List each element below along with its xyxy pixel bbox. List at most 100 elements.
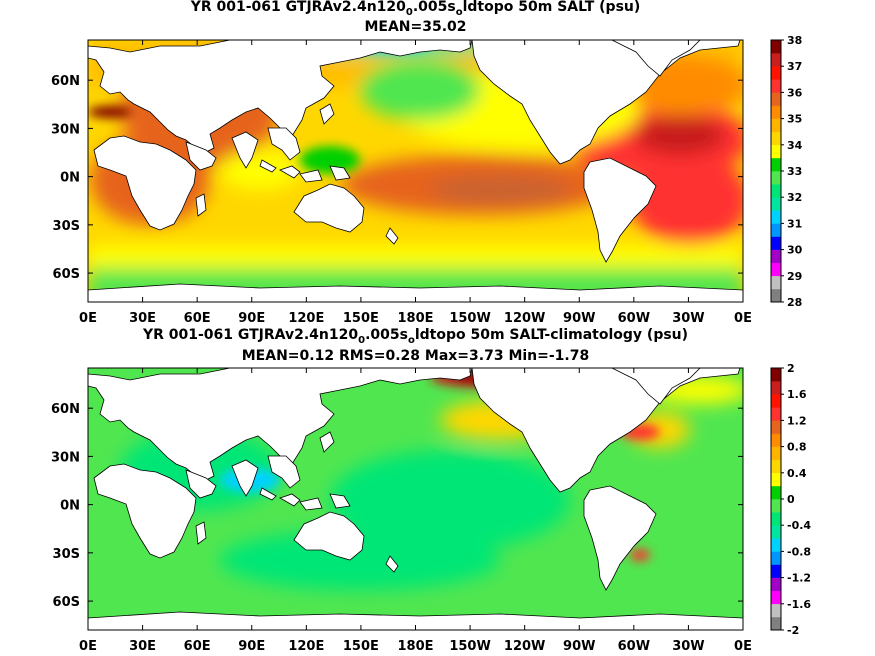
colorbar2-swatch <box>771 420 781 434</box>
panel2-y-tick-label: 30N <box>51 450 80 465</box>
colorbar2-swatch <box>771 512 781 526</box>
colorbar2-tick-label: 1.2 <box>787 414 807 427</box>
panel2-x-tick-label: 90W <box>563 639 595 654</box>
colorbar1-swatch <box>771 105 781 119</box>
colorbar2-tick-label: -1.6 <box>787 598 811 611</box>
colorbar2-swatch <box>771 525 781 539</box>
colorbar2-tick-label: 0.8 <box>787 441 807 454</box>
colorbar1-swatch <box>771 157 781 172</box>
colorbar1-swatch <box>771 118 781 132</box>
colorbar2-tick-label: 0 <box>787 493 795 506</box>
colorbar2-swatch <box>771 616 781 631</box>
panel1-x-tick-label: 180E <box>397 311 433 326</box>
panel2-y-tick-label: 30S <box>53 547 80 562</box>
colorbar2-swatch <box>771 603 781 618</box>
panel2-map <box>88 368 743 630</box>
panel2-y-tick-label: 60N <box>51 402 80 417</box>
colorbar2-swatch <box>771 459 781 474</box>
colorbar2-swatch <box>771 551 781 565</box>
colorbar2-swatch <box>771 433 781 447</box>
colorbar2-tick-label: -2 <box>787 624 799 637</box>
colorbar1-swatch <box>771 66 781 80</box>
colorbar2-swatch <box>771 446 781 460</box>
colorbar1-swatch <box>771 144 781 159</box>
colorbar1-swatch <box>771 210 781 224</box>
panel2-x-tick-label: 90E <box>238 639 265 654</box>
panel1-y-tick-label: 60S <box>53 267 80 282</box>
colorbar1-tick-label: 37 <box>787 60 802 73</box>
colorbar2-tick-label: -0.4 <box>787 519 811 532</box>
colorbar2-swatch <box>771 538 781 552</box>
colorbar2-tick-label: 0.4 <box>787 467 807 480</box>
colorbar2-swatch <box>771 499 781 513</box>
panel1-x-tick-label: 150W <box>449 311 490 326</box>
panel2-stats: MEAN=0.12 RMS=0.28 Max=3.73 Min=-1.78 <box>241 348 590 364</box>
colorbar2-tick-label: -0.8 <box>787 545 811 558</box>
colorbar1-tick-label: 34 <box>787 139 803 152</box>
colorbar1-tick-label: 29 <box>787 270 802 283</box>
panel1-x-tick-label: 90E <box>238 311 265 326</box>
panel1-x-tick-label: 150E <box>343 311 379 326</box>
colorbar1-tick-label: 31 <box>787 217 802 230</box>
panel2-x-tick-label: 0E <box>734 639 752 654</box>
colorbar1-tick-label: 30 <box>787 244 803 257</box>
colorbar2-swatch <box>771 564 781 578</box>
panel2-title: YR 001-061 GTJRAv2.4n1200.005soldtopo 50… <box>142 327 689 346</box>
panel2-x-tick-label: 0E <box>79 639 97 654</box>
panel1-y-tick-label: 60N <box>51 74 80 89</box>
colorbar1-swatch <box>771 262 781 277</box>
panel2-x-tick-label: 150W <box>449 639 490 654</box>
panel1-x-tick-label: 60E <box>184 311 211 326</box>
colorbar1-swatch <box>771 275 781 290</box>
colorbar2-swatch <box>771 590 781 605</box>
colorbar2-swatch <box>771 577 781 591</box>
panel2-x-tick-label: 180E <box>397 639 433 654</box>
colorbar2-tick-label: 2 <box>787 362 795 375</box>
panel2-x-tick-label: 30E <box>129 639 156 654</box>
panel2-x-tick-label: 120E <box>288 639 324 654</box>
panel1-y-tick-label: 30N <box>51 122 80 137</box>
panel1-stats: MEAN=35.02 <box>364 19 467 35</box>
colorbar2-swatch <box>771 381 781 395</box>
panel1-x-tick-label: 30W <box>672 311 704 326</box>
colorbar1-swatch <box>771 288 781 303</box>
colorbar1-swatch <box>771 223 781 237</box>
colorbar2-swatch <box>771 368 781 382</box>
panel1-title: YR 001-061 GTJRAv2.4n1200.005soldtopo 50… <box>190 0 641 18</box>
panel2-x-tick-label: 120W <box>504 639 545 654</box>
colorbar1-swatch <box>771 79 781 93</box>
panel1-x-tick-label: 0E <box>734 311 752 326</box>
panel1-x-tick-label: 120E <box>288 311 324 326</box>
colorbar1-swatch <box>771 131 781 146</box>
panel1-y-tick-label: 30S <box>53 219 80 234</box>
colorbar1-tick-label: 33 <box>787 165 802 178</box>
colorbar1-swatch <box>771 40 781 54</box>
colorbar2-swatch <box>771 407 781 421</box>
panel2-x-tick-label: 60E <box>184 639 211 654</box>
panel1-y-tick-label: 0N <box>60 171 80 186</box>
panel1-x-tick-label: 90W <box>563 311 595 326</box>
panel1-x-tick-label: 30E <box>129 311 156 326</box>
colorbar1-swatch <box>771 171 781 185</box>
colorbar2-swatch <box>771 394 781 408</box>
colorbar2-swatch <box>771 472 781 487</box>
colorbar1-swatch <box>771 197 781 211</box>
colorbar1-tick-label: 38 <box>787 34 802 47</box>
panel2-y-tick-label: 0N <box>60 499 80 514</box>
colorbar1-swatch <box>771 184 781 198</box>
panel2-x-tick-label: 30W <box>672 639 704 654</box>
colorbar1-tick-label: 36 <box>787 86 803 99</box>
colorbar2-tick-label: -1.2 <box>787 572 811 585</box>
panel2-y-tick-label: 60S <box>53 595 80 610</box>
colorbar1-swatch <box>771 92 781 106</box>
colorbar2-swatch <box>771 485 781 500</box>
panel1-x-tick-label: 0E <box>79 311 97 326</box>
panel2-x-tick-label: 150E <box>343 639 379 654</box>
colorbar1-swatch <box>771 236 781 250</box>
colorbar1-tick-label: 32 <box>787 191 802 204</box>
panel1-map <box>88 40 743 302</box>
panel2-x-tick-label: 60W <box>618 639 650 654</box>
colorbar1-tick-label: 35 <box>787 113 802 126</box>
colorbar1-swatch <box>771 249 781 263</box>
